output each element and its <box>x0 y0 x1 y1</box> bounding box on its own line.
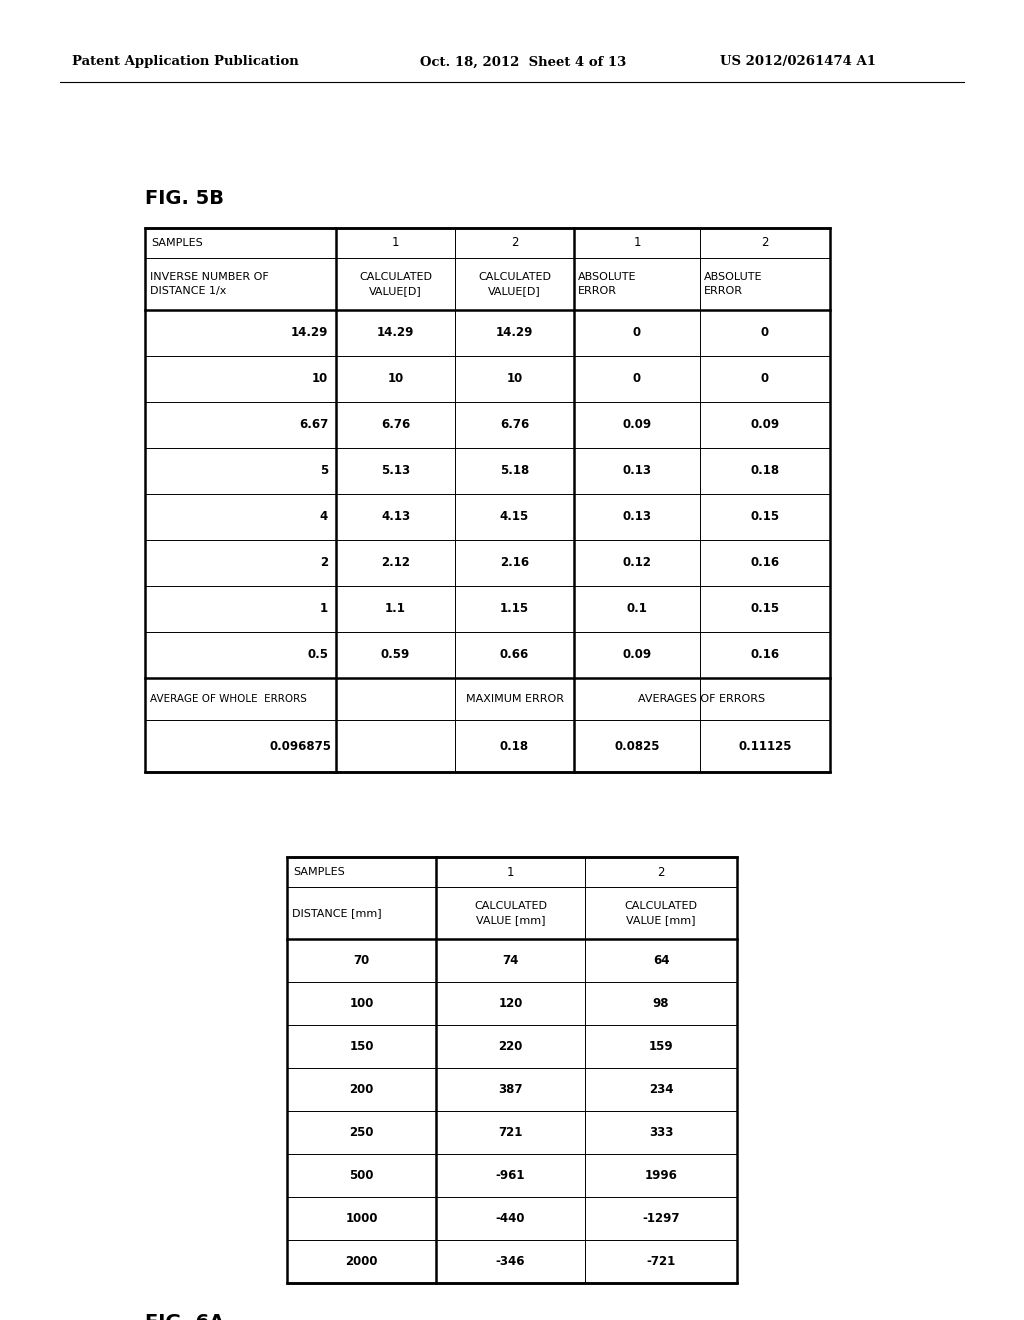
Text: 200: 200 <box>349 1082 374 1096</box>
Text: 5: 5 <box>319 465 328 478</box>
Text: 70: 70 <box>353 954 370 968</box>
Text: 1.1: 1.1 <box>385 602 406 615</box>
Text: 64: 64 <box>652 954 670 968</box>
Text: 500: 500 <box>349 1170 374 1181</box>
Text: ABSOLUTE
ERROR: ABSOLUTE ERROR <box>705 272 763 296</box>
Bar <box>287 857 737 1283</box>
Text: 2.16: 2.16 <box>500 557 529 569</box>
Text: 0.18: 0.18 <box>500 739 529 752</box>
Text: 2: 2 <box>761 236 769 249</box>
Text: 2: 2 <box>657 866 665 879</box>
Text: 6.67: 6.67 <box>299 418 328 432</box>
Text: 721: 721 <box>499 1126 522 1139</box>
Text: 333: 333 <box>649 1126 673 1139</box>
Text: ABSOLUTE
ERROR: ABSOLUTE ERROR <box>578 272 637 296</box>
Text: 1: 1 <box>319 602 328 615</box>
Text: 0: 0 <box>633 372 641 385</box>
Text: CALCULATED
VALUE [mm]: CALCULATED VALUE [mm] <box>625 902 697 924</box>
Text: 0: 0 <box>761 326 769 339</box>
Text: 4.15: 4.15 <box>500 511 529 524</box>
Text: 0.09: 0.09 <box>751 418 779 432</box>
Text: 387: 387 <box>499 1082 522 1096</box>
Text: 0.13: 0.13 <box>623 465 651 478</box>
Text: 234: 234 <box>649 1082 673 1096</box>
Text: 120: 120 <box>499 997 522 1010</box>
Text: 0: 0 <box>761 372 769 385</box>
Text: -440: -440 <box>496 1212 525 1225</box>
Text: 6.76: 6.76 <box>381 418 411 432</box>
Text: 5.13: 5.13 <box>381 465 410 478</box>
Text: 1: 1 <box>507 866 514 879</box>
Bar <box>145 228 830 772</box>
Text: 2000: 2000 <box>345 1255 378 1269</box>
Text: -721: -721 <box>646 1255 676 1269</box>
Text: 6.76: 6.76 <box>500 418 529 432</box>
Text: MAXIMUM ERROR: MAXIMUM ERROR <box>466 694 563 704</box>
Text: 220: 220 <box>499 1040 522 1053</box>
Text: CALCULATED
VALUE [mm]: CALCULATED VALUE [mm] <box>474 902 547 924</box>
Text: 2: 2 <box>511 236 518 249</box>
Text: Oct. 18, 2012  Sheet 4 of 13: Oct. 18, 2012 Sheet 4 of 13 <box>420 55 627 69</box>
Text: CALCULATED
VALUE[D]: CALCULATED VALUE[D] <box>478 272 551 296</box>
Text: 0.11125: 0.11125 <box>738 739 792 752</box>
Text: 0.18: 0.18 <box>751 465 779 478</box>
Text: 0.15: 0.15 <box>751 511 779 524</box>
Text: 74: 74 <box>503 954 519 968</box>
Text: 1000: 1000 <box>345 1212 378 1225</box>
Text: 0.59: 0.59 <box>381 648 411 661</box>
Text: 100: 100 <box>349 997 374 1010</box>
Text: 10: 10 <box>311 372 328 385</box>
Text: 1: 1 <box>392 236 399 249</box>
Text: 0.16: 0.16 <box>751 648 779 661</box>
Text: 10: 10 <box>507 372 522 385</box>
Text: AVERAGES OF ERRORS: AVERAGES OF ERRORS <box>638 694 766 704</box>
Text: 0.096875: 0.096875 <box>269 739 331 752</box>
Text: 1.15: 1.15 <box>500 602 529 615</box>
Text: 4: 4 <box>319 511 328 524</box>
Text: -346: -346 <box>496 1255 525 1269</box>
Text: CALCULATED
VALUE[D]: CALCULATED VALUE[D] <box>359 272 432 296</box>
Text: 0.12: 0.12 <box>623 557 651 569</box>
Text: 0.09: 0.09 <box>623 648 651 661</box>
Text: SAMPLES: SAMPLES <box>151 238 203 248</box>
Text: 5.18: 5.18 <box>500 465 529 478</box>
Text: 0: 0 <box>633 326 641 339</box>
Text: -1297: -1297 <box>642 1212 680 1225</box>
Text: 0.5: 0.5 <box>307 648 328 661</box>
Text: 10: 10 <box>387 372 403 385</box>
Text: 0.15: 0.15 <box>751 602 779 615</box>
Text: DISTANCE [mm]: DISTANCE [mm] <box>292 908 382 917</box>
Text: 0.13: 0.13 <box>623 511 651 524</box>
Text: 250: 250 <box>349 1126 374 1139</box>
Text: 150: 150 <box>349 1040 374 1053</box>
Text: Patent Application Publication: Patent Application Publication <box>72 55 299 69</box>
Text: 4.13: 4.13 <box>381 511 410 524</box>
Text: FIG. 5B: FIG. 5B <box>145 189 224 207</box>
Text: US 2012/0261474 A1: US 2012/0261474 A1 <box>720 55 876 69</box>
Text: INVERSE NUMBER OF
DISTANCE 1/x: INVERSE NUMBER OF DISTANCE 1/x <box>150 272 268 296</box>
Text: -961: -961 <box>496 1170 525 1181</box>
Text: FIG. 6A: FIG. 6A <box>145 1313 224 1320</box>
Text: 0.0825: 0.0825 <box>614 739 659 752</box>
Text: SAMPLES: SAMPLES <box>293 867 345 876</box>
Text: 1996: 1996 <box>644 1170 678 1181</box>
Text: 2.12: 2.12 <box>381 557 410 569</box>
Text: 1: 1 <box>633 236 641 249</box>
Text: 0.1: 0.1 <box>627 602 647 615</box>
Text: 14.29: 14.29 <box>291 326 328 339</box>
Text: 98: 98 <box>652 997 670 1010</box>
Text: 2: 2 <box>319 557 328 569</box>
Text: 14.29: 14.29 <box>496 326 534 339</box>
Text: AVERAGE OF WHOLE  ERRORS: AVERAGE OF WHOLE ERRORS <box>150 694 307 704</box>
Text: 159: 159 <box>648 1040 674 1053</box>
Text: 14.29: 14.29 <box>377 326 414 339</box>
Text: 0.66: 0.66 <box>500 648 529 661</box>
Text: 0.09: 0.09 <box>623 418 651 432</box>
Text: 0.16: 0.16 <box>751 557 779 569</box>
